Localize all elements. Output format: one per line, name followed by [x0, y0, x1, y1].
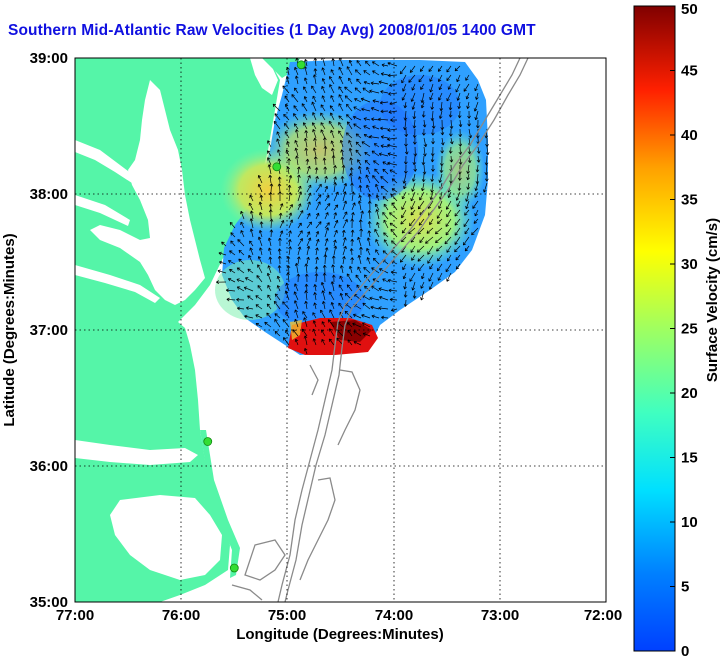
y-tick-label: 39:00 [30, 50, 68, 67]
y-tick-label: 38:00 [30, 186, 68, 203]
rappahannock-river [75, 195, 130, 226]
colorbar [633, 5, 676, 652]
x-tick-label: 75:00 [268, 607, 306, 624]
x-tick-label: 74:00 [375, 607, 413, 624]
x-tick-label: 73:00 [481, 607, 519, 624]
york-james-river [75, 265, 160, 303]
colorbar-tick-label: 40 [681, 127, 698, 144]
velocity-low-center [342, 100, 418, 200]
pamlico-sound [110, 495, 222, 580]
radar-station-marker [229, 563, 239, 573]
bathymetry-contours [231, 58, 529, 602]
velocity-peak-core [330, 320, 372, 342]
colorbar-tick-label: 35 [681, 192, 698, 209]
y-tick-label: 35:00 [30, 594, 68, 611]
x-axis-ticks: 77:00 76:00 75:00 74:00 73:00 72:00 [56, 607, 622, 624]
radar-station-marker [272, 162, 282, 172]
y-tick-label: 37:00 [30, 322, 68, 339]
x-tick-label: 77:00 [56, 607, 94, 624]
velocity-arrows [216, 58, 490, 355]
radar-station-marker [296, 60, 306, 70]
y-tick-label: 36:00 [30, 458, 68, 475]
potomac-river [75, 140, 140, 185]
map-title: Southern Mid-Atlantic Raw Velocities (1 … [8, 22, 536, 39]
colorbar-tick-label: 30 [681, 256, 698, 273]
colorbar-tick-label: 10 [681, 514, 698, 531]
outer-banks [200, 430, 240, 578]
grid-lines [75, 58, 606, 602]
colorbar-tick-label: 50 [681, 1, 698, 18]
colorbar-tick-label: 20 [681, 385, 698, 402]
plot-frame [74, 57, 607, 603]
radar-stations [203, 60, 306, 573]
colorbar-tick-label: 45 [681, 63, 698, 80]
velocity-arrow-vectors [216, 58, 490, 355]
colorbar-title: Surface Velocity (cm/s) [704, 218, 721, 382]
colorbar-tick-label: 25 [681, 321, 698, 338]
x-axis-title: Longitude (Degrees:Minutes) [236, 626, 444, 643]
velocity-low-south [275, 272, 365, 328]
chesapeake-bay [90, 80, 205, 305]
radar-station-marker [203, 437, 213, 446]
velocity-low-north [380, 75, 460, 135]
colorbar-tick-label: 5 [681, 579, 689, 596]
y-axis-ticks: 39:00 38:00 37:00 36:00 35:00 [30, 50, 68, 611]
colorbar-tick-label: 0 [681, 643, 689, 659]
x-tick-label: 72:00 [584, 607, 622, 624]
albemarle-sound [75, 440, 198, 465]
delaware-bay [250, 58, 278, 95]
y-axis-title: Latitude (Degrees:Minutes) [1, 233, 18, 426]
x-tick-label: 76:00 [162, 607, 200, 624]
colorbar-tick-label: 15 [681, 450, 698, 467]
